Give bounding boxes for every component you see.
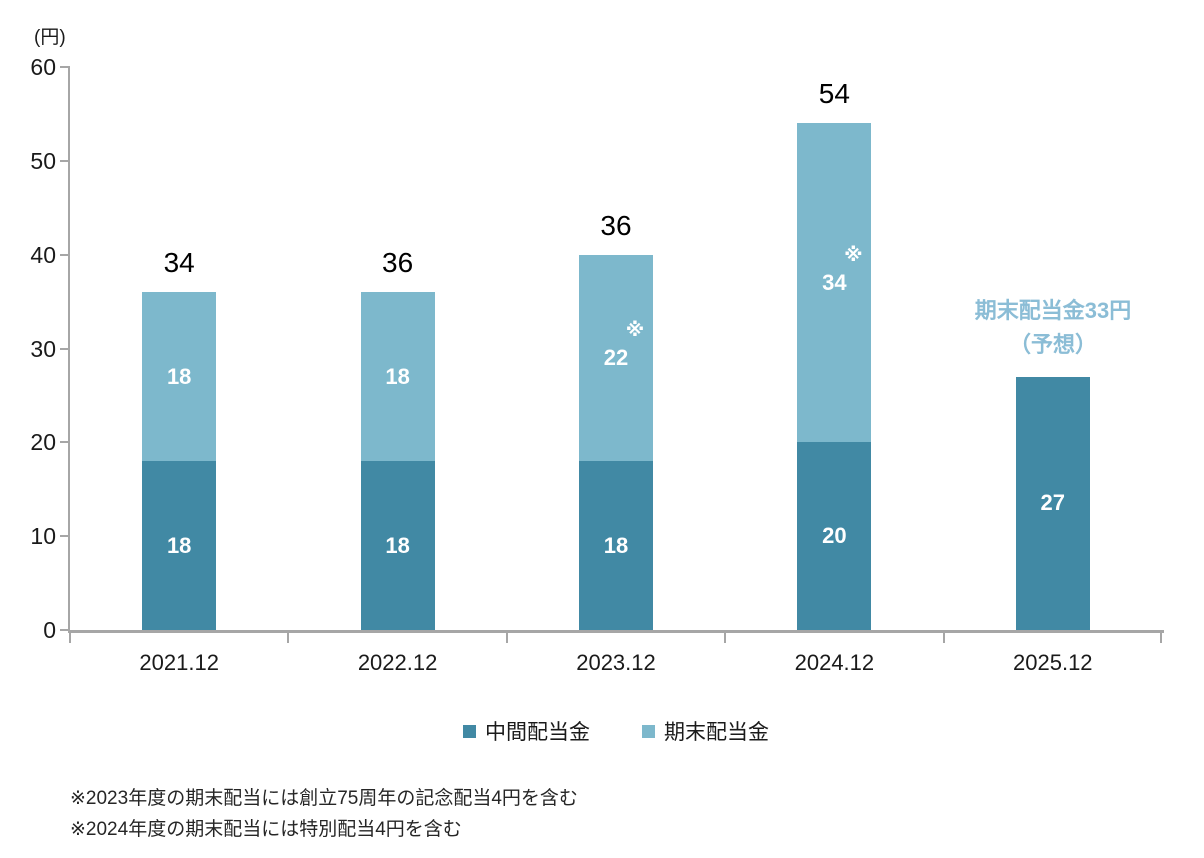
- yearend-dividend-swatch-icon: [642, 724, 655, 738]
- footnote-2023: ※2023年度の期末配当には創立75周年の記念配当4円を含む: [70, 788, 578, 809]
- x-axis-label-2024-12: 2024.12: [794, 650, 875, 675]
- y-axis-tick-label-40: 40: [30, 241, 56, 268]
- x-axis-label-2023-12: 2023.12: [576, 650, 656, 675]
- bar-2021-12-interim-value: 18: [166, 532, 192, 558]
- x-axis-line: [68, 630, 1164, 633]
- x-axis-category-tick-2: [505, 630, 508, 643]
- bar-2024-12-interim-value: 20: [822, 523, 847, 549]
- x-axis-label-2022-12: 2022.12: [357, 650, 438, 675]
- y-axis-tick-label-0: 0: [43, 617, 56, 643]
- bar-2024-12-yearend: [797, 123, 872, 443]
- legend: 中間配当金 期末配当金: [70, 716, 1162, 746]
- y-axis-tick-label-20: 20: [30, 429, 56, 456]
- total-label-2023-12: 36: [600, 209, 632, 241]
- x-axis-label-2025-12: 2025.12: [1013, 650, 1093, 675]
- bar-2021-12-yearend-value: 18: [166, 363, 192, 389]
- bar-2023-12-interim-value: 18: [603, 532, 629, 558]
- y-axis-tick-0: [60, 629, 70, 631]
- bar-2023-12-interim: [579, 461, 653, 630]
- y-axis-tick-label-60: 60: [30, 54, 56, 80]
- bar-2024-12-interim: [797, 442, 872, 630]
- footnote-2024: ※2024年度の期末配当には特別配当4円を含む: [70, 819, 462, 840]
- interim-dividend-swatch-icon: [463, 724, 476, 738]
- y-axis-tick-10: [60, 535, 70, 538]
- forecast-annotation-line1: 期末配当金33円: [974, 298, 1132, 323]
- total-label-2024-12: 54: [818, 78, 850, 110]
- y-axis-tick-label-50: 50: [30, 147, 56, 174]
- forecast-annotation-line2: （予想）: [1008, 332, 1097, 357]
- bar-2025-12-interim-value: 27: [1040, 490, 1066, 516]
- y-axis-tick-label-10: 10: [30, 523, 56, 550]
- y-axis-tick-50: [60, 159, 70, 162]
- footnotes: ※2023年度の期末配当には創立75周年の記念配当4円を含む ※2024年度の期…: [70, 783, 578, 845]
- bar-2022-12-interim-value: 18: [385, 532, 410, 558]
- y-axis-tick-20: [60, 441, 70, 444]
- bar-2024-12-yearend-value: 34: [822, 269, 847, 295]
- x-axis-category-tick-1: [287, 630, 290, 643]
- bar-2022-12-interim: [360, 461, 435, 630]
- yearend-asterisk-icon-2023-12: ※: [625, 319, 645, 341]
- y-axis-unit-label: (円): [34, 27, 66, 48]
- y-axis-tick-60: [60, 66, 70, 68]
- legend-item-yearend: 期末配当金: [642, 716, 769, 746]
- total-label-2022-12: 36: [382, 247, 414, 279]
- x-axis-label-2021-12: 2021.12: [139, 650, 219, 675]
- bar-2021-12-yearend: [142, 292, 217, 462]
- legend-item-interim: 中間配当金: [463, 716, 590, 746]
- interim-dividend-legend-label: 中間配当金: [485, 721, 590, 744]
- bar-2025-12-interim: [1015, 376, 1090, 630]
- yearend-asterisk-icon-2024-12: ※: [844, 244, 863, 266]
- y-axis-tick-30: [60, 347, 70, 350]
- total-label-2021-12: 34: [163, 247, 195, 279]
- forecast-annotation: 期末配当金33円 （予想）: [913, 294, 1193, 362]
- bar-2022-12-yearend: [360, 292, 435, 462]
- x-axis-category-tick-3: [724, 630, 727, 643]
- yearend-dividend-legend-label: 期末配当金: [664, 721, 769, 744]
- bar-2022-12-yearend-value: 18: [385, 363, 410, 389]
- y-axis-line: [68, 67, 70, 633]
- bar-2023-12-yearend-value: 22: [603, 344, 629, 370]
- x-axis-category-tick-0: [69, 630, 71, 643]
- x-axis-category-tick-4: [942, 630, 945, 643]
- x-axis-category-tick-5: [1160, 630, 1162, 643]
- bar-2021-12-interim: [142, 461, 217, 630]
- bar-2023-12-yearend: [579, 254, 653, 462]
- y-axis-tick-label-30: 30: [30, 335, 56, 362]
- y-axis-tick-40: [60, 253, 70, 256]
